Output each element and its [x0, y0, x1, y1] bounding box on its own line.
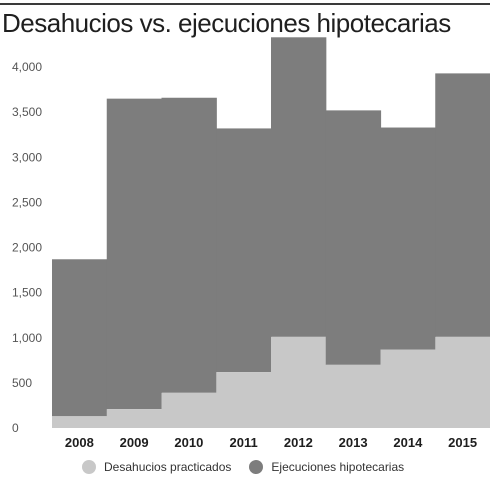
desahucios-step-2013: [325, 364, 382, 428]
x-tick-label: 2010: [174, 435, 203, 450]
ejecuciones-step-2012: [271, 37, 327, 337]
desahucios-step-2014: [380, 349, 436, 428]
legend: Desahucios practicados Ejecuciones hipot…: [82, 460, 422, 474]
ejecuciones-step-2011: [216, 128, 272, 373]
desahucios-step-2008: [52, 416, 108, 428]
ejecuciones-step-2010: [161, 97, 217, 393]
desahucios-step-2015: [435, 336, 490, 428]
x-axis-ticks: 2008 2009 2010 2011 2012 2013 2014 2015: [65, 435, 477, 450]
ejecuciones-step-2013: [325, 110, 382, 365]
legend-swatch-desahucios: [82, 460, 96, 474]
x-tick-label: 2015: [448, 435, 477, 450]
y-tick-label: 1,000: [12, 331, 42, 345]
x-tick-label: 2013: [339, 435, 368, 450]
y-tick-label: 4,000: [12, 60, 42, 74]
x-tick-label: 2011: [230, 435, 258, 450]
x-tick-label: 2012: [284, 435, 313, 450]
desahucios-step-2010: [161, 392, 217, 428]
legend-label-desahucios: Desahucios practicados: [104, 460, 232, 474]
ejecuciones-step-2014: [380, 127, 436, 350]
y-tick-label: 3,000: [12, 150, 42, 164]
y-tick-label: 2,500: [12, 195, 42, 209]
y-tick-label: 500: [12, 376, 32, 390]
x-tick-label: 2008: [65, 435, 94, 450]
title-rule: [0, 3, 490, 5]
y-tick-label: 2,000: [12, 241, 42, 255]
ejecuciones-step-2015: [435, 73, 490, 337]
legend-swatch-ejecuciones: [249, 460, 264, 474]
desahucios-step-2009: [106, 409, 163, 428]
legend-label-ejecuciones: Ejecuciones hipotecarias: [271, 460, 405, 474]
y-tick-label: 1,500: [12, 286, 42, 300]
y-tick-label: 3,500: [12, 105, 42, 119]
y-axis-ticks: 0 500 1,000 1,500 2,000 2,500 3,000 3,500 4,000: [12, 60, 42, 435]
desahucios-step-2011: [216, 372, 272, 428]
desahucios-step-2012: [271, 336, 327, 428]
y-tick-label: 0: [12, 421, 19, 435]
legend-item-desahucios: Desahucios practicados: [82, 460, 231, 474]
ejecuciones-step-2008: [52, 259, 108, 417]
x-tick-label: 2014: [393, 435, 423, 450]
chart-title: Desahucios vs. ejecuciones hipotecarias: [2, 8, 451, 38]
legend-item-ejecuciones: Ejecuciones hipotecarias: [249, 460, 404, 474]
ejecuciones-step-2009: [106, 98, 163, 410]
areas-layer: [52, 37, 490, 428]
x-tick-label: 2009: [120, 435, 149, 450]
